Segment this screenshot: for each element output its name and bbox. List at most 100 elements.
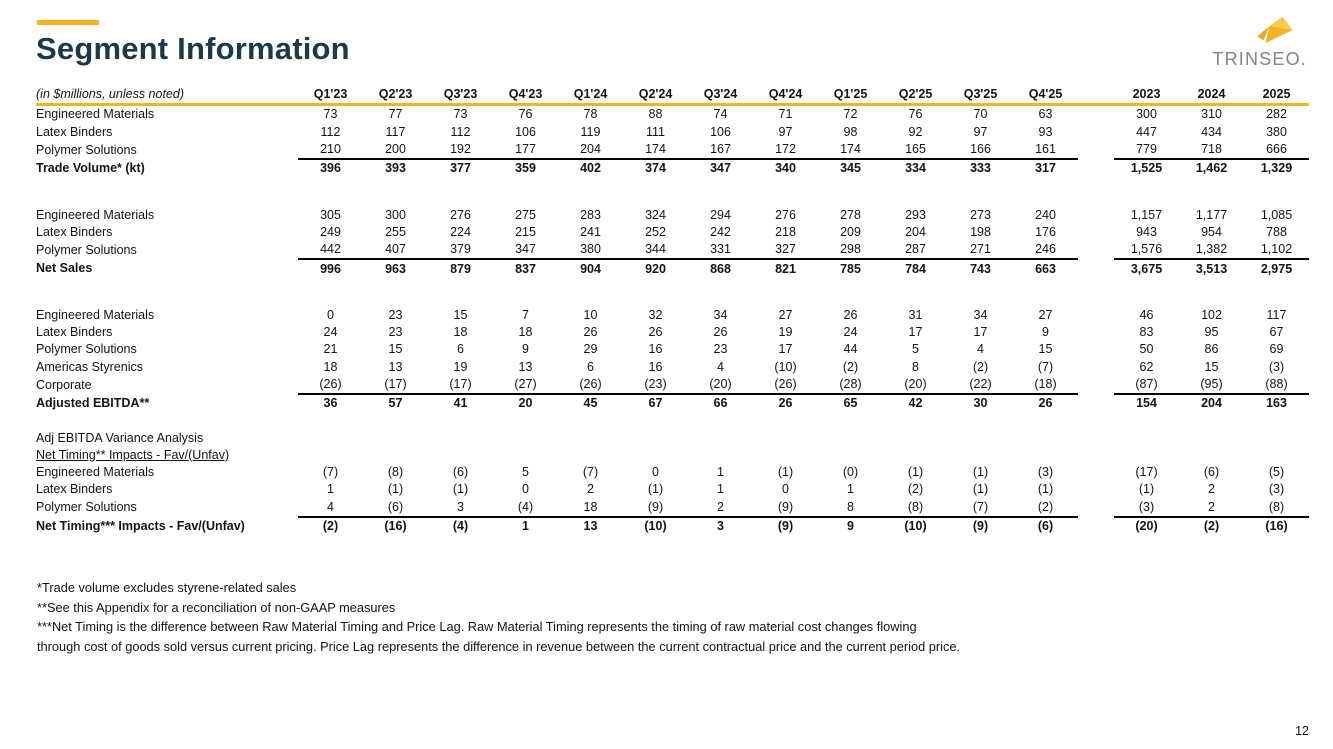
year-value: 666 [1266,142,1287,157]
row-label: Net Timing*** Impacts - Fav/(Unfav) [36,518,245,533]
year-value: 434 [1201,124,1222,139]
quarter-value: 176 [1035,224,1056,239]
quarter-value: 161 [1035,142,1056,157]
year-value: 2,975 [1244,258,1309,278]
row-label: Engineered Materials [36,465,155,480]
quarter-value: 198 [970,224,991,239]
quarter-value: 784 [883,258,948,278]
quarter-value: 192 [450,142,471,157]
quarter-value: 18 [323,359,338,374]
row-label: Polymer Solutions [36,500,137,515]
quarter-value: 377 [428,158,493,178]
row-label: Corporate [36,377,92,392]
page-number: 12 [1295,724,1309,738]
column-header-year: 2023 [1114,86,1179,107]
row-label: Polymer Solutions [36,242,137,257]
year-value: 204 [1179,393,1244,413]
column-header-quarter: Q2'23 [363,86,428,107]
quarter-value: 9 [1042,325,1049,340]
quarter-value: 283 [580,207,601,222]
quarter-value: 868 [688,258,753,278]
column-header-quarter: Q1'24 [558,86,623,107]
quarter-value: 41 [428,393,493,413]
column-header-quarter: Q4'24 [753,86,818,107]
net-timing-row: Engineered Materials (7) (8) (6) 5 (7) 0 1 (1) (0… [36,464,1309,481]
quarter-value: 13 [388,359,403,374]
empty-cells [298,429,1309,446]
year-value: 15 [1204,359,1219,374]
year-value: 3,675 [1114,258,1179,278]
column-header-quarter: Q4'23 [493,86,558,107]
year-value: 117 [1266,307,1287,322]
quarter-value: 57 [363,393,428,413]
trinseo-logo-text: TRINSEO. [1212,49,1307,69]
net-sales-row: Polymer Solutions 442 407 379 347 380 344 331 32… [36,241,1309,259]
quarter-value: 15 [388,342,403,357]
quarter-value: (4) [428,515,493,536]
quarter-value: 24 [843,325,858,340]
adjusted-ebitda-row: Corporate (26) (17) (17) (27) (26) (23) (20) (26… [36,376,1309,394]
quarter-value: 344 [645,242,666,257]
year-value: 718 [1201,142,1222,157]
quarter-value: 204 [905,224,926,239]
quarter-value: (1) [1037,482,1054,497]
trade-volume-row: Latex Binders 112 117 112 106 119 111 106 97 98 92… [36,124,1309,141]
net-sales-row: Net Sales 996 963 879 837 904 920 868 821 785 784 7… [36,258,1309,278]
quarter-value: 177 [515,142,536,157]
year-value: 779 [1136,142,1157,157]
column-spacer [1078,341,1114,358]
row-label: Engineered Materials [36,107,155,122]
quarter-value: 111 [645,124,665,139]
quarter-value: 837 [493,258,558,278]
quarter-value: 327 [775,242,796,257]
quarter-value: 396 [298,158,363,178]
quarter-value: 1 [493,515,558,536]
quarter-value: 241 [580,224,601,239]
empty-cells [298,447,1309,464]
quarter-value: 17 [778,342,793,357]
quarter-value: 20 [493,393,558,413]
quarter-value: 1 [327,482,334,497]
quarter-value: (3) [1037,465,1054,480]
quarter-value: 278 [840,207,861,222]
column-header-quarter: Q3'23 [428,86,493,107]
quarter-value: 42 [883,393,948,413]
footnote-trade-volume: *Trade volume excludes styrene-related s… [37,580,297,595]
quarter-value: 333 [948,158,1013,178]
row-label: Polymer Solutions [36,142,137,157]
quarter-value: 4 [327,499,334,514]
quarter-value: 785 [818,258,883,278]
quarter-value: 26 [1013,393,1078,413]
quarter-value: (7) [972,499,989,514]
quarter-value: 19 [778,325,793,340]
column-spacer [1078,394,1114,412]
year-value: 310 [1201,107,1222,122]
quarter-value: 34 [713,307,728,322]
column-spacer [1078,241,1114,259]
adjusted-ebitda-row: Americas Styrenics 18 13 19 13 6 16 4 (10) (2) 8 (2… [36,359,1309,376]
quarter-value: (17) [384,377,407,391]
section-gap [36,278,1309,307]
quarter-value: 73 [453,107,468,122]
net-timing-row: Net Timing*** Impacts - Fav/(Unfav) (2) (1… [36,515,1309,536]
quarter-value: 76 [908,107,923,122]
year-value: 102 [1201,307,1222,322]
year-value: 154 [1114,393,1179,413]
quarter-value: 77 [388,107,403,122]
quarter-value: 29 [583,342,598,357]
quarter-value: 26 [753,393,818,413]
quarter-value: 21 [323,342,338,357]
column-spacer [1078,307,1114,324]
quarter-value: 442 [320,242,341,257]
quarter-value: 300 [385,207,406,222]
quarter-value: 345 [818,158,883,178]
quarter-value: (10) [623,515,688,536]
quarter-value: 65 [818,393,883,413]
year-value: 300 [1136,107,1157,122]
quarter-value: (17) [449,377,472,391]
quarter-value: 242 [710,224,731,239]
quarter-value: (8) [907,499,924,514]
column-spacer [1078,464,1114,481]
year-value: (1) [1138,482,1155,497]
quarter-value: 18 [583,499,598,514]
